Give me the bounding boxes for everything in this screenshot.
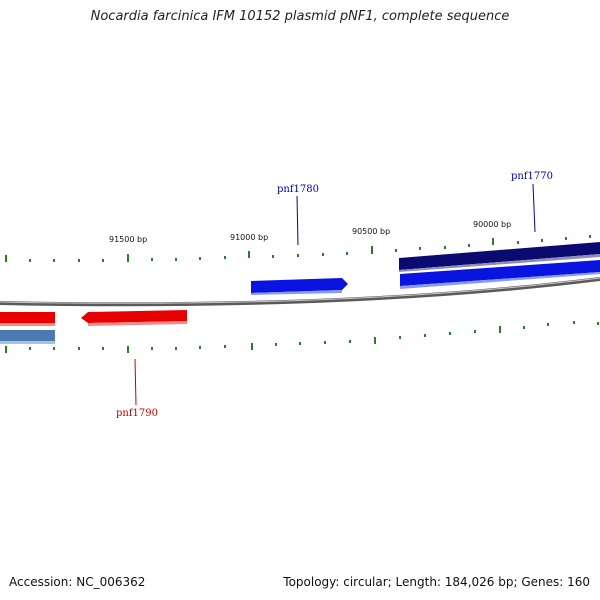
gene-arrow-left-red[interactable]: [0, 312, 55, 323]
sequence-backbone-highlight: [0, 277, 600, 304]
lower-ticks: [5, 321, 599, 353]
accession-label: Accession: NC_006362: [9, 575, 146, 589]
leader-line-pnf1770: [532, 183, 536, 233]
map-title: Nocardia farcinica IFM 10152 plasmid pNF…: [90, 9, 510, 24]
gene-arrow-pnf1770-dark[interactable]: [399, 242, 600, 270]
gene-arrow-pnf1780[interactable]: [251, 278, 348, 293]
feature-left-blue[interactable]: [0, 330, 55, 341]
sequence-backbone: [0, 277, 600, 307]
gene-label-pnf1780[interactable]: pnf1780: [277, 184, 319, 195]
scale-label-90000: 90000 bp: [473, 220, 511, 229]
scale-label-90500: 90500 bp: [352, 227, 390, 236]
leader-line-pnf1780: [296, 195, 299, 246]
gene-arrow-left-red-shadow: [0, 323, 55, 326]
upper-ticks: [5, 235, 591, 262]
gene-arrow-pnf1790-shadow: [88, 321, 187, 326]
scale-label-91000: 91000 bp: [230, 233, 268, 242]
scale-label-91500: 91500 bp: [109, 235, 147, 244]
feature-left-blue-shadow: [0, 341, 55, 344]
gene-label-pnf1770[interactable]: pnf1770: [511, 171, 553, 182]
leader-line-pnf1790: [134, 358, 137, 406]
topology-summary: Topology: circular; Length: 184,026 bp; …: [283, 575, 590, 589]
gene-arrow-pnf1770[interactable]: [400, 260, 600, 286]
gene-arrow-pnf1770-dark-shadow: [399, 254, 600, 272]
gene-label-pnf1790[interactable]: pnf1790: [116, 408, 158, 419]
gene-arrow-pnf1780-shadow: [251, 290, 342, 295]
gene-arrow-pnf1770-shadow: [400, 272, 600, 289]
gene-arrow-pnf1790[interactable]: [81, 310, 187, 323]
